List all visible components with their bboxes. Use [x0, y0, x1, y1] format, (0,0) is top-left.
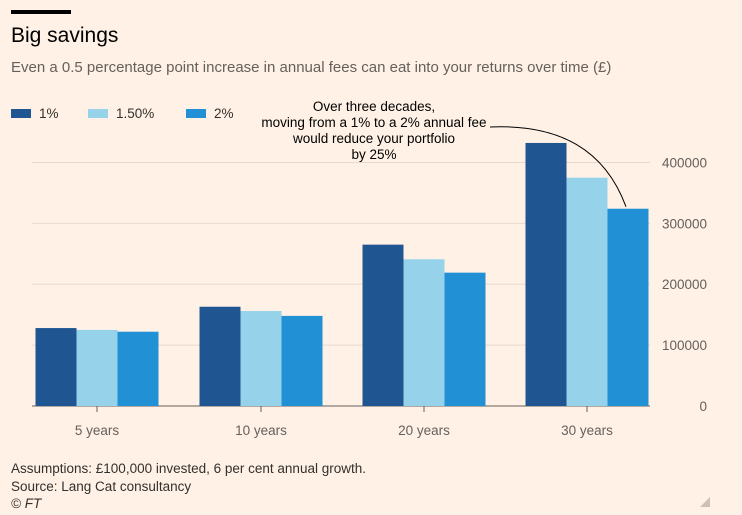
y-tick-label: 200000 — [662, 277, 707, 292]
legend-item-1-5pct: 1.50% — [88, 106, 154, 121]
bar — [444, 272, 486, 406]
legend-swatch-1pct — [11, 108, 31, 118]
x-tick-label: 5 years — [75, 423, 120, 438]
bar — [117, 331, 159, 406]
footer: Assumptions: £100,000 invested, 6 per ce… — [11, 460, 366, 513]
bar — [607, 208, 649, 406]
annotation-line-3: would reduce your portfolio — [292, 131, 456, 146]
bar — [403, 259, 445, 406]
chart-title: Big savings — [11, 24, 119, 47]
legend-item-2pct: 2% — [186, 106, 234, 121]
legend-swatch-1-5pct — [88, 108, 108, 118]
bar — [240, 311, 282, 406]
legend-label-1pct: 1% — [39, 106, 59, 121]
resize-handle-icon — [700, 497, 710, 507]
annotation-line-4: by 25% — [351, 147, 397, 162]
y-axis-ticks: 0 100000 200000 300000 400000 — [662, 155, 707, 414]
bar — [76, 329, 118, 406]
bar — [525, 142, 567, 406]
bars — [35, 142, 649, 406]
x-tick-label: 10 years — [235, 423, 287, 438]
annotation-line-1: Over three decades, — [312, 99, 436, 114]
brand-bar — [11, 10, 71, 14]
bar — [566, 177, 608, 406]
y-tick-label: 400000 — [662, 155, 707, 170]
chart-subtitle: Even a 0.5 percentage point increase in … — [11, 59, 612, 76]
bar — [199, 306, 241, 406]
x-axis-ticks: 5 years 10 years 20 years 30 years — [75, 406, 613, 438]
bar — [362, 244, 404, 406]
legend-swatch-2pct — [186, 108, 206, 118]
legend-item-1pct: 1% — [11, 106, 59, 121]
bar — [35, 328, 77, 406]
x-tick-label: 20 years — [398, 423, 450, 438]
bar — [281, 315, 323, 406]
annotation: Over three decades, moving from a 1% to … — [258, 99, 490, 163]
annotation-line-2: moving from a 1% to a 2% annual fee — [261, 115, 487, 130]
annotation-leader-line — [489, 126, 627, 207]
y-tick-label: 300000 — [662, 216, 707, 231]
footer-assumptions: Assumptions: £100,000 invested, 6 per ce… — [11, 461, 366, 476]
y-tick-label: 0 — [699, 399, 707, 414]
legend-label-2pct: 2% — [214, 106, 234, 121]
footer-credit: © FT — [11, 496, 42, 511]
x-tick-label: 30 years — [561, 423, 613, 438]
legend-label-1-5pct: 1.50% — [116, 106, 155, 121]
footer-source: Source: Lang Cat consultancy — [11, 478, 192, 494]
y-tick-label: 100000 — [662, 338, 707, 353]
